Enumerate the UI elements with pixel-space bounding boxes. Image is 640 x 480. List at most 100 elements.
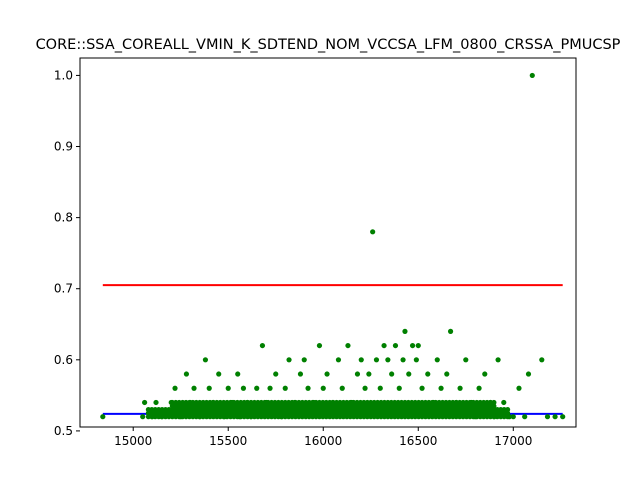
data-point bbox=[168, 399, 174, 406]
data-point bbox=[406, 371, 412, 377]
data-point bbox=[491, 414, 497, 420]
x-tick-label: 16000 bbox=[304, 434, 342, 448]
data-point bbox=[221, 414, 228, 420]
data-point bbox=[468, 399, 475, 406]
data-point bbox=[472, 414, 478, 420]
y-tick-label: 1.0 bbox=[54, 68, 73, 82]
data-point bbox=[491, 403, 497, 409]
data-point bbox=[240, 385, 247, 391]
data-point bbox=[172, 385, 178, 391]
data-point bbox=[358, 357, 364, 363]
data-point bbox=[438, 385, 444, 391]
data-point bbox=[396, 385, 402, 391]
data-point bbox=[324, 371, 330, 377]
data-point bbox=[510, 414, 516, 420]
data-point bbox=[278, 414, 285, 420]
data-point bbox=[453, 399, 459, 406]
data-point bbox=[381, 342, 387, 349]
data-point bbox=[487, 399, 494, 406]
data-point bbox=[210, 399, 216, 406]
data-point bbox=[377, 385, 383, 391]
data-point bbox=[301, 357, 307, 363]
data-point bbox=[248, 414, 254, 420]
data-point bbox=[370, 229, 376, 235]
data-point bbox=[216, 371, 222, 377]
data-point bbox=[178, 414, 184, 420]
y-tick-label: 0.8 bbox=[54, 211, 73, 225]
data-point bbox=[229, 399, 235, 406]
y-tick-label: 0.6 bbox=[54, 353, 73, 367]
data-point bbox=[402, 328, 408, 334]
data-point bbox=[392, 342, 399, 349]
data-point bbox=[539, 357, 545, 363]
data-point bbox=[425, 371, 431, 377]
data-point bbox=[142, 399, 148, 406]
data-point bbox=[444, 371, 450, 377]
data-point bbox=[495, 357, 501, 363]
data-point bbox=[415, 342, 421, 349]
data-point bbox=[525, 371, 532, 377]
data-point bbox=[409, 342, 416, 349]
data-point bbox=[529, 72, 535, 79]
data-point bbox=[560, 414, 566, 420]
y-tick-label: 0.5 bbox=[54, 424, 73, 438]
data-point bbox=[206, 385, 212, 391]
data-point bbox=[373, 357, 380, 363]
data-point bbox=[501, 399, 507, 406]
data-point bbox=[140, 414, 146, 420]
data-point bbox=[191, 385, 197, 391]
data-point bbox=[413, 357, 419, 363]
data-point bbox=[292, 399, 298, 406]
data-point bbox=[447, 328, 454, 334]
data-point bbox=[349, 399, 355, 406]
data-point bbox=[400, 357, 406, 363]
data-point bbox=[254, 385, 260, 391]
data-point bbox=[297, 371, 304, 377]
data-point bbox=[457, 385, 463, 391]
data-point bbox=[430, 399, 437, 406]
data-point bbox=[237, 414, 243, 420]
data-point bbox=[320, 385, 326, 391]
data-point bbox=[482, 371, 488, 377]
data-point bbox=[100, 414, 106, 420]
data-point bbox=[366, 371, 372, 377]
data-point bbox=[263, 399, 269, 406]
x-tick-label: 17000 bbox=[494, 434, 532, 448]
data-point bbox=[330, 399, 336, 406]
data-point bbox=[259, 342, 266, 349]
data-point bbox=[311, 399, 317, 406]
data-point bbox=[516, 385, 522, 391]
y-tick-label: 0.7 bbox=[54, 282, 73, 296]
data-point bbox=[522, 414, 528, 420]
data-point bbox=[197, 414, 203, 420]
data-point bbox=[419, 385, 425, 391]
data-point bbox=[202, 357, 209, 363]
data-point bbox=[159, 414, 165, 420]
data-point bbox=[267, 385, 273, 391]
data-point bbox=[506, 414, 513, 420]
data-point bbox=[552, 414, 558, 420]
data-point bbox=[244, 399, 250, 406]
data-point bbox=[187, 399, 193, 406]
chart-title: CORE::SSA_COREALL_VMIN_K_SDTEND_NOM_VCCS… bbox=[36, 37, 621, 53]
data-point bbox=[282, 385, 288, 391]
data-point bbox=[183, 371, 190, 377]
data-point bbox=[544, 414, 551, 420]
data-point bbox=[335, 357, 342, 363]
x-tick-label: 16500 bbox=[399, 434, 437, 448]
data-point bbox=[225, 385, 231, 391]
data-point bbox=[286, 357, 292, 363]
data-point bbox=[273, 371, 279, 377]
data-point bbox=[362, 385, 368, 391]
data-point bbox=[389, 371, 395, 377]
x-tick-label: 15500 bbox=[209, 434, 247, 448]
data-point bbox=[153, 399, 159, 406]
data-point bbox=[385, 357, 391, 363]
data-point bbox=[354, 371, 361, 377]
data-point bbox=[235, 371, 241, 377]
data-point bbox=[504, 406, 511, 413]
data-point bbox=[305, 385, 311, 391]
x-tick-label: 15000 bbox=[114, 434, 152, 448]
data-point bbox=[463, 357, 469, 363]
